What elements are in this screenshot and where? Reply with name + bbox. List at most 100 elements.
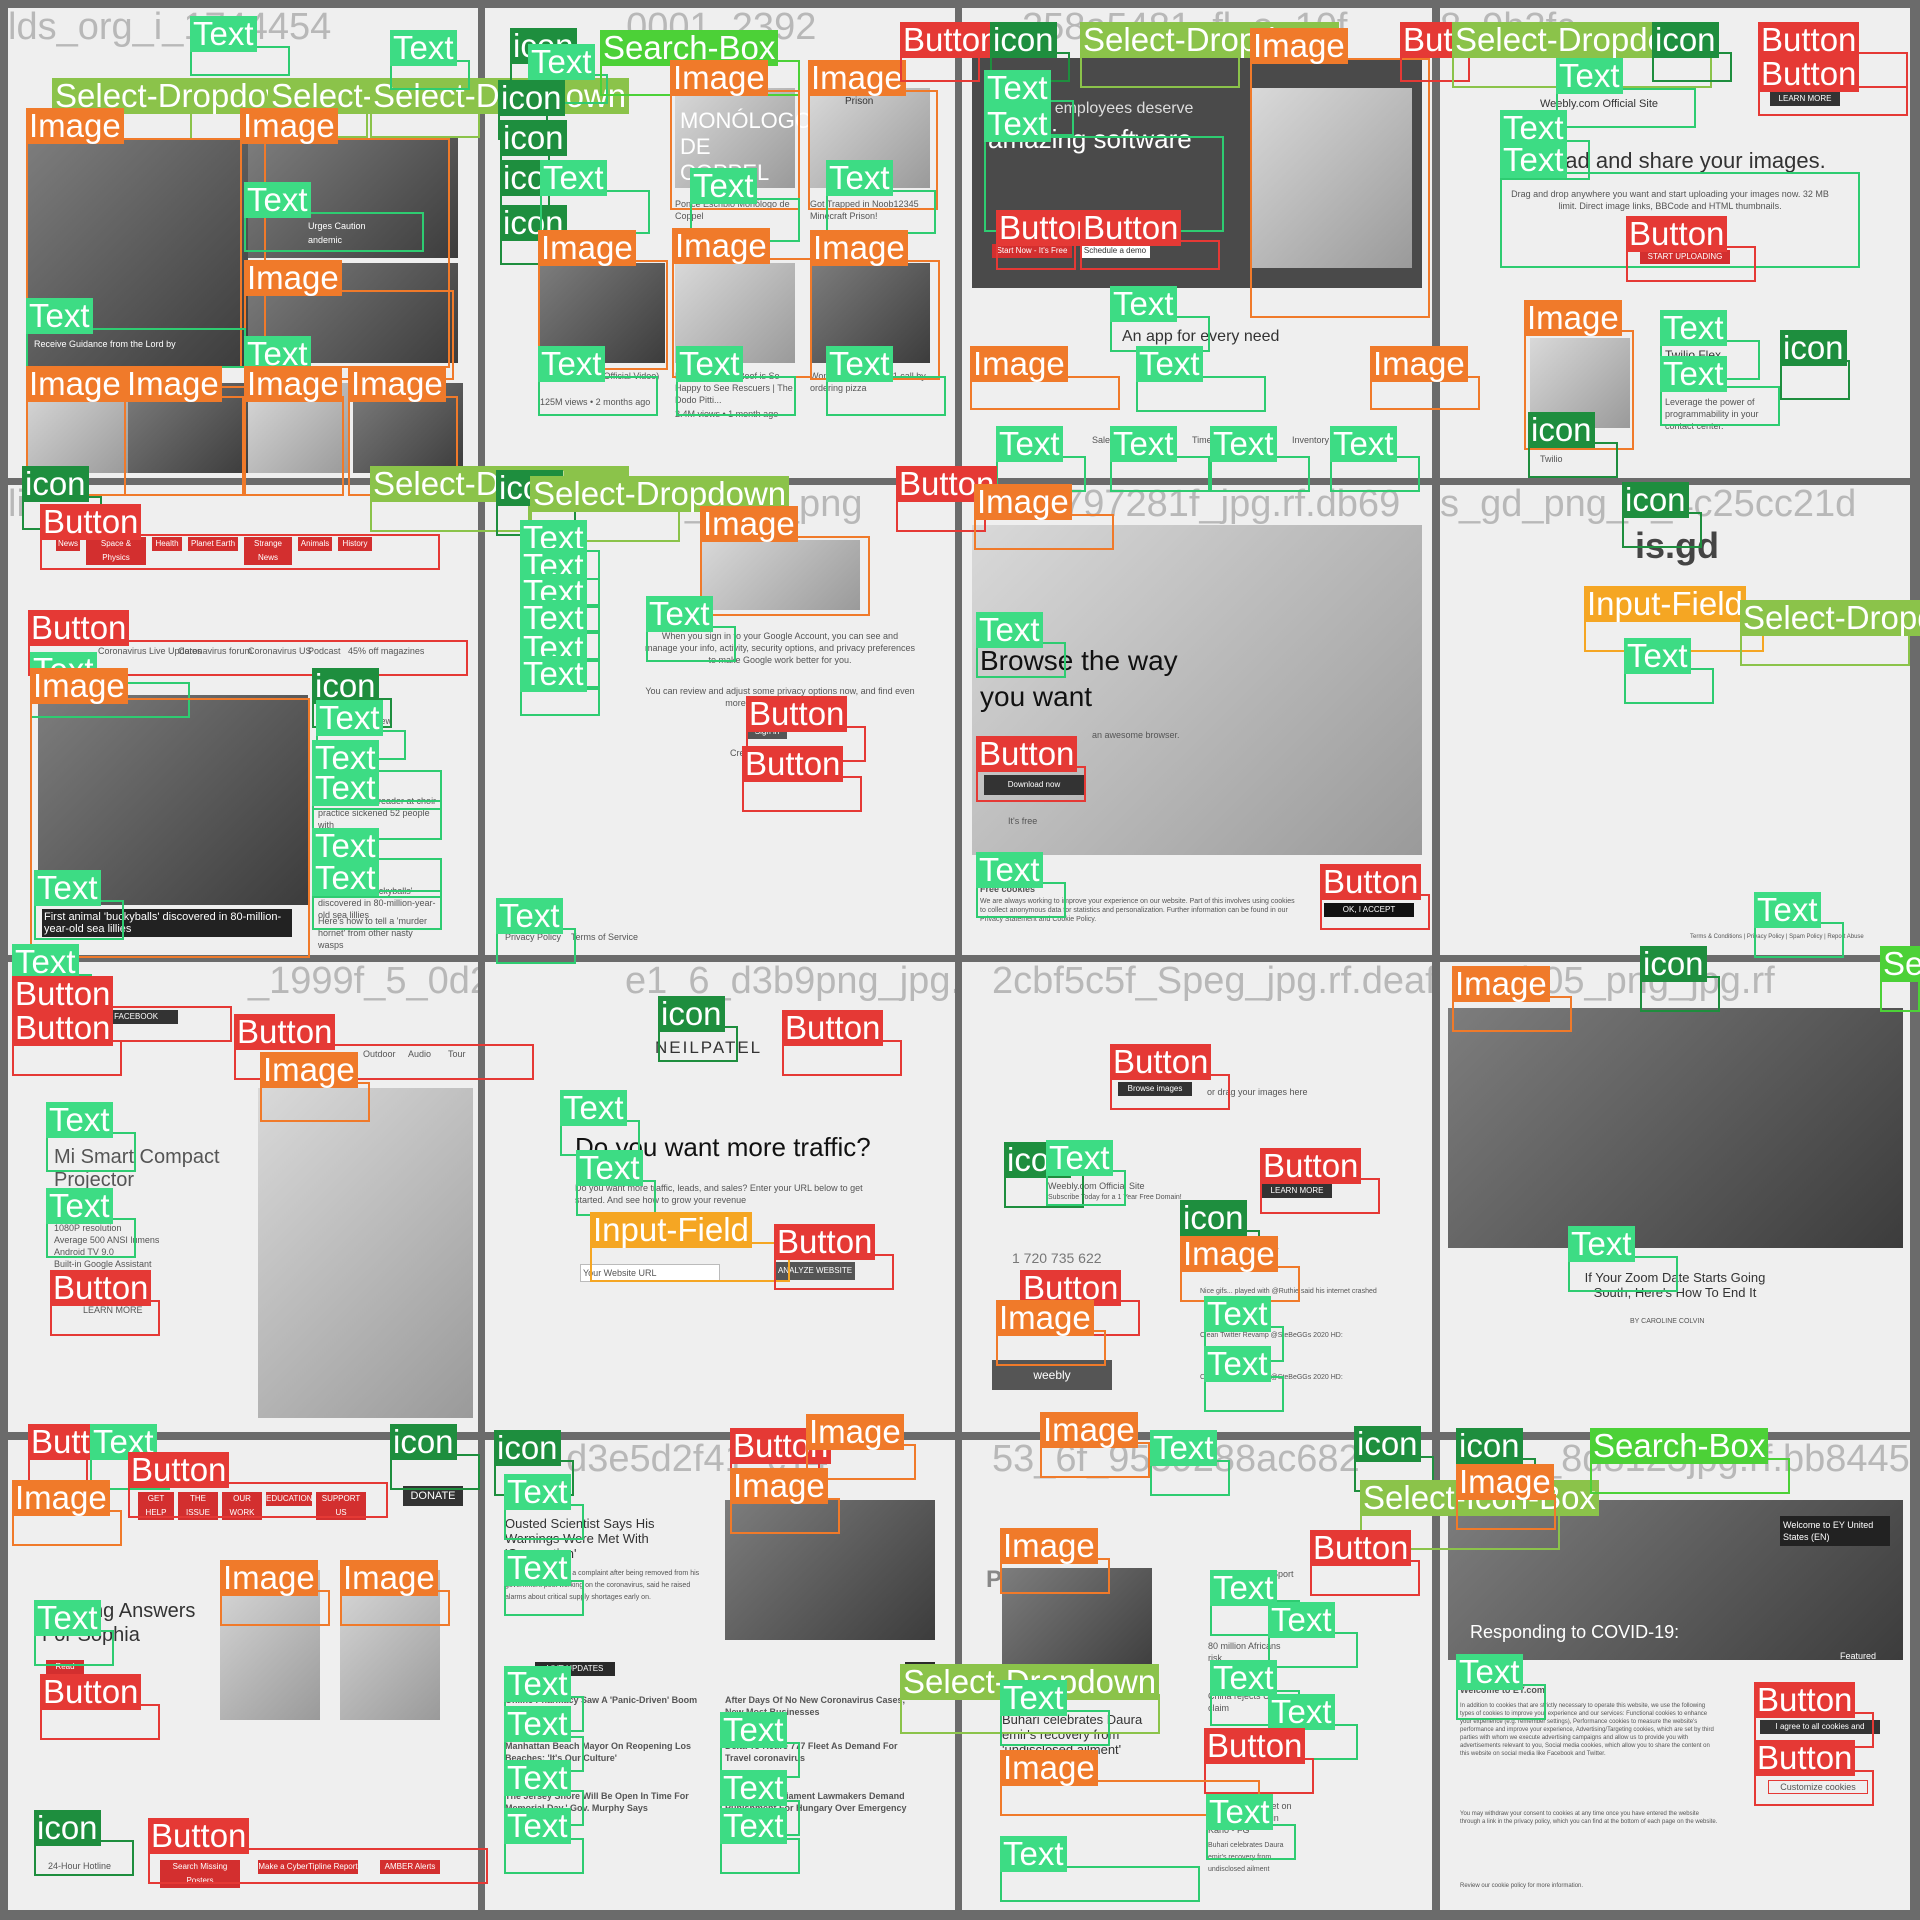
annotation-box-icon	[1780, 360, 1850, 400]
nav-item[interactable]: GET HELP	[138, 1492, 174, 1520]
topic-link[interactable]: Podcast	[308, 646, 341, 656]
topic-link[interactable]: Coronavirus Live Updates	[98, 646, 202, 656]
annotation-label: Image	[340, 1560, 438, 1596]
nav-item[interactable]: Audio	[408, 1049, 432, 1059]
hotline-link[interactable]: 24-Hour Hotline	[48, 1861, 112, 1871]
nav-tab[interactable]: Sport	[1272, 1569, 1294, 1579]
hero-title: Responding to COVID-19:	[1470, 1622, 1680, 1642]
annotation-label: Button	[782, 1010, 884, 1046]
footer-links[interactable]: Terms & Conditions | Privacy Policy | Sp…	[1690, 934, 1864, 940]
learn-more-button[interactable]: LEARN MORE	[1770, 92, 1840, 106]
ad-title[interactable]: Weebly.com Official Site	[1048, 1181, 1145, 1191]
topic-link[interactable]: 45% off magazines	[348, 646, 425, 656]
nav-item[interactable]: Planet Earth	[188, 537, 238, 551]
annotation-label: Text	[190, 16, 257, 52]
annotation-label: Image	[26, 366, 124, 402]
annotation-label: Text	[312, 828, 379, 864]
donate-button[interactable]: DONATE	[403, 1486, 463, 1506]
annotation-label: Text	[46, 1102, 113, 1138]
schedule-demo-button[interactable]: Schedule a demo	[1080, 244, 1150, 258]
bottom-headline[interactable]: Buhari celebrates Daura emir's recovery …	[1208, 1842, 1284, 1873]
annotation-label: Text	[1456, 1654, 1523, 1690]
learn-more-button[interactable]: LEARN MORE	[1262, 1184, 1332, 1198]
logo: is.gd	[1635, 525, 1720, 566]
annotation-label: Button	[40, 1674, 142, 1710]
annotation-label: Text	[1500, 142, 1567, 178]
annotation-label: Text	[1754, 892, 1821, 928]
tile-watermark: e1_6_d3b9png_jpg.rf.89	[625, 962, 955, 1002]
annotation-label: Text	[1568, 1226, 1635, 1262]
annotation-box-text	[1000, 1866, 1200, 1902]
annotation-label: icon	[1640, 946, 1707, 982]
nav-item[interactable]: Animals	[298, 537, 332, 551]
nav-item[interactable]: Health	[152, 537, 182, 551]
nav-item[interactable]: Outdoor	[363, 1049, 396, 1059]
tile-odoo: 258a5481_fl_e_10f Amazing employees dese…	[962, 8, 1432, 478]
nav-item[interactable]: OUR WORK	[222, 1492, 262, 1520]
nav-item[interactable]: Space & Physics	[86, 537, 146, 565]
accept-cookies-button[interactable]: OK, I ACCEPT	[1324, 903, 1414, 917]
footer-link[interactable]: Terms of Service	[571, 932, 639, 942]
side-headline[interactable]: China rejects US claim	[1208, 1691, 1276, 1713]
learn-more-button[interactable]: LEARN MORE	[83, 1305, 143, 1315]
annotation-label: Text	[1150, 1430, 1217, 1466]
browse-images-button[interactable]: Browse images	[1118, 1082, 1192, 1096]
customize-cookies-button[interactable]: Customize cookies	[1768, 1780, 1868, 1794]
annotation-label: icon	[990, 22, 1057, 58]
headline[interactable]: The Jersey Shore Will Be Open In Time Fo…	[505, 1791, 689, 1813]
product-spec: Android TV 9.0	[54, 1247, 114, 1257]
side-headline[interactable]: 80 million Africans risk	[1208, 1641, 1281, 1663]
nav-item[interactable]: Strange News	[244, 537, 292, 565]
annotation-label: Button	[742, 746, 844, 782]
start-now-button[interactable]: Start Now - It's Free	[992, 244, 1072, 258]
annotation-label: Text	[1000, 1836, 1067, 1872]
nav-item[interactable]: Tour	[448, 1049, 466, 1059]
analyze-button[interactable]: ANALYZE WEBSITE	[775, 1262, 855, 1280]
annotation-label: Text	[1110, 286, 1177, 322]
ad-subtitle: Subscribe Today for a 1 Year Free Domain…	[1048, 1194, 1182, 1201]
annotation-label: Text	[540, 160, 607, 196]
start-uploading-button[interactable]: START UPLOADING	[1640, 250, 1730, 264]
download-button[interactable]: Download now	[984, 775, 1084, 795]
annotation-label: Button	[40, 504, 142, 540]
footer-button[interactable]: Make a CyberTipline Report	[258, 1860, 358, 1874]
annotation-label: icon	[1622, 482, 1689, 518]
annotation-label: Text	[984, 70, 1051, 106]
annotation-label: Image	[260, 1052, 358, 1088]
article-byline: BY CAROLINE COLVIN	[1630, 1318, 1705, 1325]
annotation-label: Text	[34, 1600, 101, 1636]
annotation-label: icon	[498, 80, 565, 116]
upload-description: Drag and drop anywhere you want and star…	[1511, 189, 1829, 211]
annotation-box-image	[30, 698, 310, 958]
annotation-label: Text	[1660, 310, 1727, 346]
nav-item[interactable]: History	[338, 537, 372, 551]
cookie-body: You may withdraw your consent to cookies…	[1460, 1811, 1718, 1825]
cookie-link[interactable]: Review our cookie policy for more inform…	[1460, 1883, 1584, 1889]
annotation-label: Button	[12, 976, 114, 1012]
ad-title[interactable]: Weebly.com Official Site	[1540, 98, 1658, 110]
nav-item[interactable]: News	[56, 537, 80, 551]
footer-button[interactable]: AMBER Alerts	[380, 1860, 440, 1874]
tile-weebly: 2cbf5c5f_Speg_jpg.rf.deaf Browse images …	[962, 962, 1432, 1432]
annotation-label: icon	[1354, 1426, 1421, 1462]
tile-zoomdate: 7b05_png_jpg.rf If Your Zoom Date Starts…	[1440, 962, 1910, 1432]
region-badge[interactable]: Welcome to EY United States (EN)	[1780, 1516, 1890, 1546]
footer-link[interactable]: Privacy Policy	[505, 932, 562, 942]
annotation-label: Text	[1136, 346, 1203, 382]
headline[interactable]: Manhattan Beach Mayor On Reopening Los B…	[505, 1741, 692, 1763]
agree-cookies-button[interactable]: I agree to all cookies and	[1760, 1720, 1880, 1734]
tweet: Clean Twitter Revamp @SteBeGGs 2020 HD:	[1200, 1332, 1343, 1339]
product-spec: 1080P resolution	[54, 1223, 122, 1233]
nav-item[interactable]: EDUCATION	[266, 1492, 313, 1506]
nav-item[interactable]: THE ISSUE	[178, 1492, 218, 1520]
free-note: It's free	[1008, 816, 1038, 826]
annotation-label: Button	[234, 1014, 336, 1050]
cookie-body: In addition to cookies that are strictly…	[1460, 1703, 1714, 1757]
headline[interactable]: Delta To Retire 777 Fleet As Demand For …	[725, 1741, 898, 1763]
app-label: Sales	[1092, 435, 1115, 445]
topic-link[interactable]: Coronavirus forum	[178, 646, 253, 656]
annotation-box-text	[826, 190, 936, 234]
nav-item[interactable]: SUPPORT US	[316, 1492, 366, 1520]
topic-link[interactable]: Coronavirus US	[248, 646, 312, 656]
annotation-label: Text	[1660, 356, 1727, 392]
